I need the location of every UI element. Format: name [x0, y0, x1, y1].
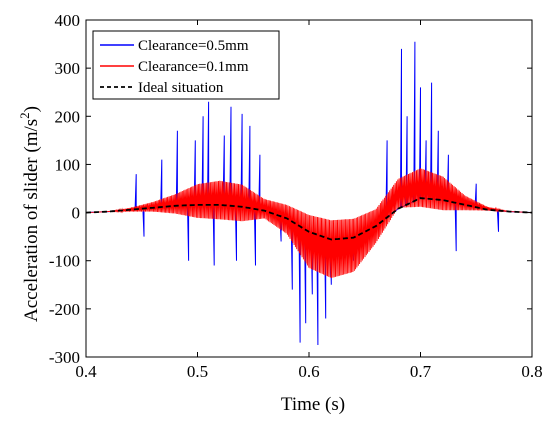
- x-tick-label: 0.6: [298, 362, 319, 381]
- x-tick-label: 0.7: [410, 362, 432, 381]
- y-tick-label: -200: [49, 300, 80, 319]
- y-tick-label: 200: [55, 107, 81, 126]
- legend-label-0: Clearance=0.5mm: [138, 38, 249, 54]
- series-line-clearance-0.1mm: [85, 168, 532, 279]
- y-axis-label-sup: 2: [17, 112, 32, 119]
- tick-layer: 0.4 0.5 0.6 0.7 0.8 -300 -200 -100 0 100 200 300 400: [49, 11, 543, 381]
- x-axis-label: Time (s): [281, 394, 345, 415]
- legend-label-1: Clearance=0.1mm: [138, 59, 249, 75]
- y-axis-label-main: Acceleration of slider (m/s: [21, 119, 42, 322]
- y-axis-label-close: ): [21, 106, 42, 112]
- y-tick-label: 400: [55, 11, 81, 30]
- plot-layer: [85, 41, 533, 346]
- y-tick-label: -100: [49, 252, 80, 271]
- y-axis-label: Acceleration of slider (m/s2): [17, 106, 42, 322]
- y-tick-label: 300: [55, 59, 81, 78]
- x-tick-label: 0.4: [75, 362, 97, 381]
- legend-label-2: Ideal situation: [138, 80, 224, 96]
- series-line-ideal: [85, 197, 533, 241]
- x-tick-label: 0.5: [187, 362, 208, 381]
- legend: Clearance=0.5mm Clearance=0.1mm Ideal si…: [92, 30, 280, 100]
- x-tick-label: 0.8: [521, 362, 542, 381]
- y-tick-label: 100: [55, 155, 81, 174]
- y-tick-label: -300: [49, 348, 80, 367]
- y-tick-label: 0: [72, 204, 81, 223]
